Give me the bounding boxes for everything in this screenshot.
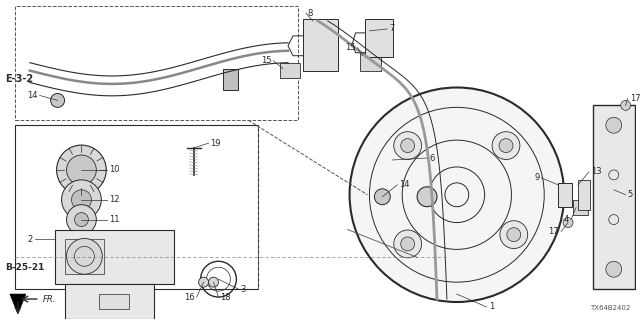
Bar: [223, 68, 238, 91]
Circle shape: [606, 261, 621, 277]
Circle shape: [209, 277, 218, 287]
Circle shape: [67, 205, 97, 235]
Circle shape: [417, 187, 437, 207]
Text: 6: 6: [429, 154, 435, 163]
Bar: [65, 284, 154, 319]
Bar: [593, 105, 635, 289]
Bar: [99, 294, 129, 309]
Circle shape: [499, 139, 513, 153]
Circle shape: [563, 218, 573, 228]
Circle shape: [74, 212, 88, 227]
Text: 1: 1: [488, 302, 494, 311]
Text: 19: 19: [211, 139, 221, 148]
Circle shape: [500, 221, 528, 249]
Bar: [360, 53, 381, 71]
Bar: [65, 239, 104, 274]
Text: 8: 8: [308, 9, 313, 18]
Circle shape: [394, 132, 422, 159]
Text: 14: 14: [399, 180, 410, 189]
Bar: [578, 180, 590, 210]
Circle shape: [374, 189, 390, 205]
Bar: [558, 183, 572, 207]
Bar: [15, 6, 298, 120]
Circle shape: [349, 87, 564, 302]
Text: 18: 18: [220, 292, 231, 301]
Bar: [15, 125, 258, 289]
Text: 17: 17: [548, 227, 559, 236]
Circle shape: [492, 132, 520, 159]
Circle shape: [606, 117, 621, 133]
Text: 9: 9: [534, 173, 540, 182]
Text: E-3-2: E-3-2: [5, 74, 33, 84]
Text: 16: 16: [184, 292, 195, 301]
Bar: [303, 19, 338, 71]
Text: 14: 14: [28, 91, 38, 100]
Circle shape: [621, 100, 630, 110]
Bar: [365, 19, 393, 57]
Text: 17: 17: [630, 94, 640, 103]
Circle shape: [401, 139, 415, 153]
Text: 13: 13: [591, 167, 602, 176]
Circle shape: [72, 190, 92, 210]
Circle shape: [56, 145, 106, 195]
Polygon shape: [10, 294, 26, 314]
Text: 10: 10: [109, 165, 120, 174]
Text: 4: 4: [564, 215, 569, 224]
Bar: [573, 200, 588, 215]
Circle shape: [507, 228, 521, 242]
Text: 15: 15: [260, 56, 271, 65]
Text: TX64B2402: TX64B2402: [590, 305, 630, 311]
Circle shape: [67, 155, 97, 185]
Text: 3: 3: [241, 284, 246, 294]
Text: 15: 15: [345, 43, 356, 52]
Text: FR.: FR.: [43, 294, 56, 304]
Text: 12: 12: [109, 195, 120, 204]
Text: B-25-21: B-25-21: [5, 263, 44, 272]
Bar: [280, 63, 300, 77]
Circle shape: [394, 230, 422, 258]
Circle shape: [67, 238, 102, 274]
Circle shape: [61, 180, 101, 220]
Circle shape: [401, 237, 415, 251]
Circle shape: [198, 277, 209, 287]
Text: 7: 7: [389, 24, 395, 33]
Bar: [54, 229, 174, 284]
Text: 5: 5: [628, 190, 633, 199]
Text: 2: 2: [28, 235, 33, 244]
Circle shape: [51, 93, 65, 108]
Text: 11: 11: [109, 215, 120, 224]
